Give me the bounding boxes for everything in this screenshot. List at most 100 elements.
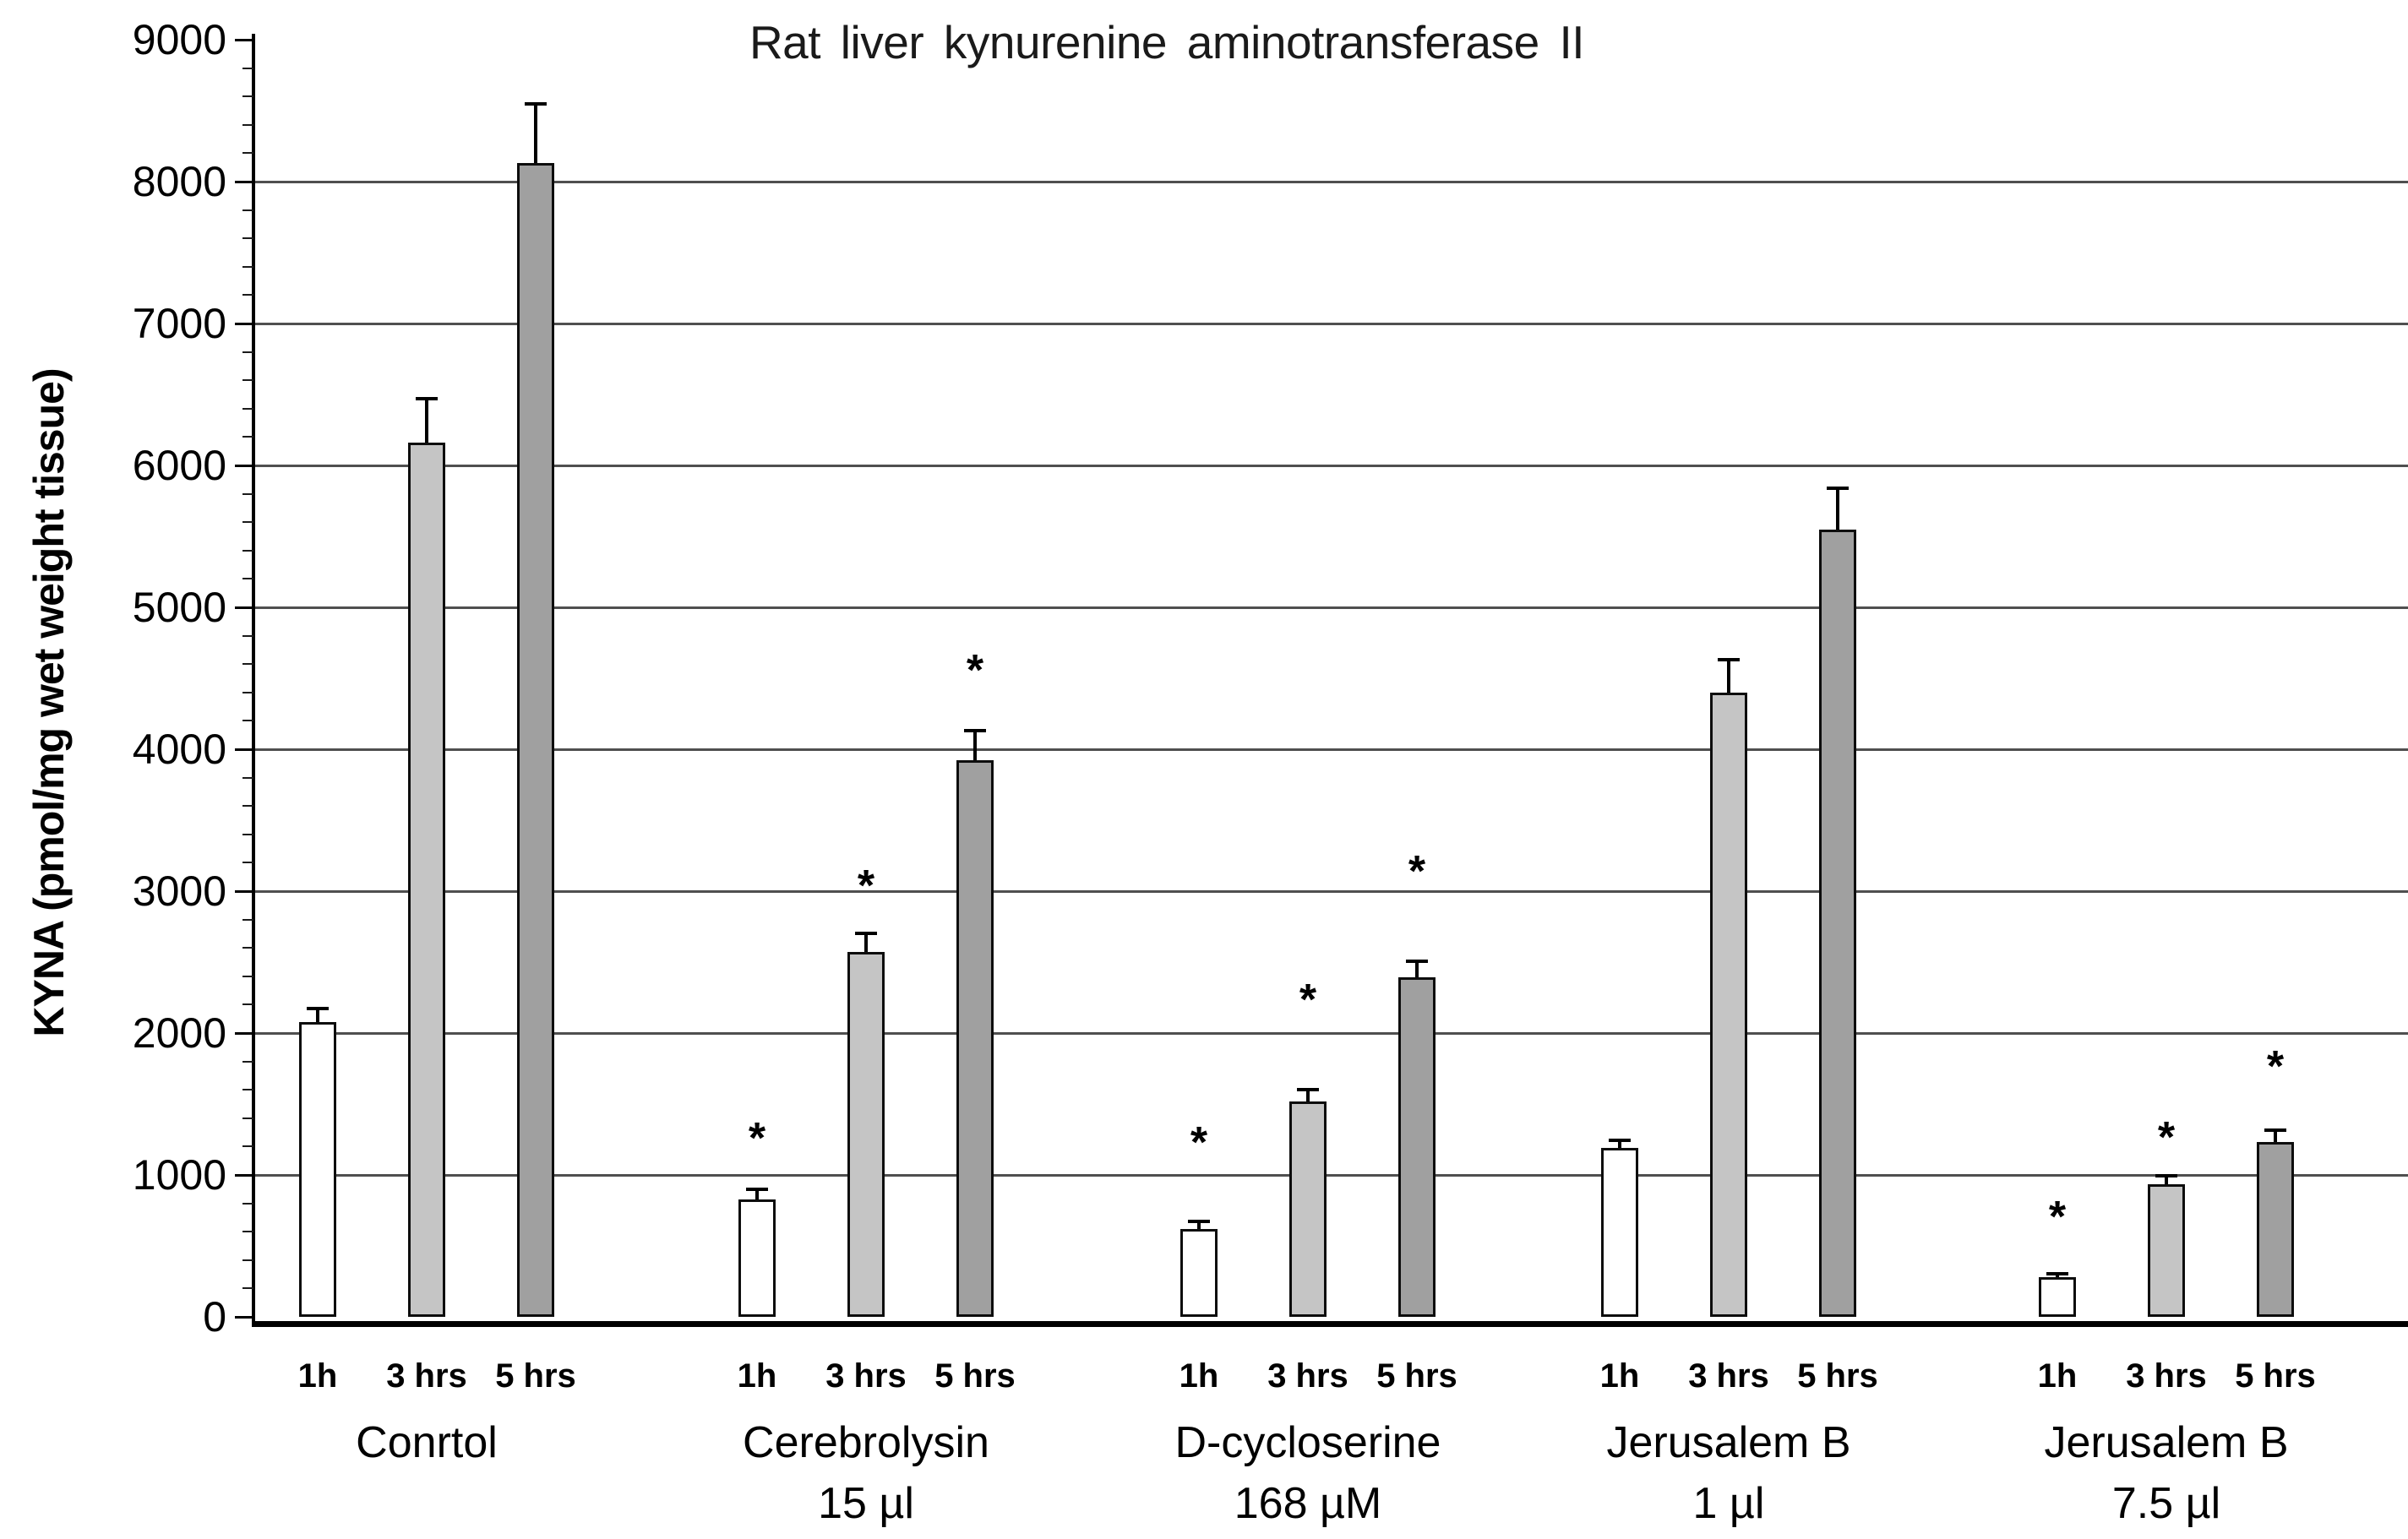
error-bar	[864, 933, 868, 953]
y-axis-major-tick	[235, 323, 253, 325]
y-axis-line	[252, 34, 255, 1327]
y-axis-minor-tick	[242, 1089, 253, 1091]
error-bar	[534, 103, 537, 164]
y-gridline	[253, 323, 2408, 325]
y-axis-minor-tick	[242, 578, 253, 580]
y-axis-minor-tick	[242, 862, 253, 864]
bar-3hrs-d-cycloserine	[1289, 1101, 1327, 1317]
y-axis-major-tick	[235, 181, 253, 183]
significance-asterisk: *	[2266, 1041, 2285, 1091]
y-axis-minor-tick	[242, 1117, 253, 1119]
x-tick-label-5hrs: 5 hrs	[934, 1357, 1016, 1395]
y-axis-major-tick	[235, 606, 253, 609]
y-axis-minor-tick	[242, 947, 253, 949]
significance-asterisk: *	[748, 1114, 766, 1164]
bar-5hrs-jerusalem-b	[2257, 1141, 2294, 1317]
error-bar	[2274, 1130, 2277, 1142]
x-axis-line	[252, 1321, 2408, 1327]
y-tick-label: 9000	[132, 16, 226, 63]
group-dose-label: 15 µl	[818, 1479, 914, 1528]
group-label: Jerusalem B	[2044, 1418, 2289, 1467]
y-gridline	[253, 181, 2408, 183]
y-tick-label: 4000	[132, 726, 226, 773]
x-tick-label-3hrs: 3 hrs	[1688, 1357, 1769, 1395]
error-bar	[755, 1188, 759, 1199]
group-label: D-cycloserine	[1174, 1418, 1441, 1467]
error-bar	[2056, 1273, 2059, 1277]
error-bar	[1618, 1139, 1621, 1149]
y-axis-minor-tick	[242, 1287, 253, 1290]
x-tick-label-3hrs: 3 hrs	[386, 1357, 467, 1395]
error-bar-cap	[1718, 658, 1740, 662]
error-bar	[973, 731, 977, 761]
significance-asterisk: *	[966, 645, 984, 695]
y-axis-minor-tick	[242, 436, 253, 438]
significance-asterisk: *	[2157, 1112, 2176, 1162]
y-gridline	[253, 1032, 2408, 1035]
y-axis-minor-tick	[242, 521, 253, 524]
y-axis-minor-tick	[242, 209, 253, 211]
y-axis-minor-tick	[242, 95, 253, 98]
y-axis-minor-tick	[242, 805, 253, 808]
x-tick-label-1h: 1h	[1599, 1357, 1640, 1395]
x-tick-label-3hrs: 3 hrs	[2126, 1357, 2207, 1395]
error-bar	[1836, 487, 1839, 530]
x-tick-label-1h: 1h	[297, 1357, 338, 1395]
error-bar	[1415, 961, 1419, 978]
bar-5hrs-cerebrolysin	[956, 760, 994, 1317]
bar-1h-conrtol	[299, 1021, 336, 1317]
bar-5hrs-conrtol	[517, 163, 554, 1317]
significance-asterisk: *	[2048, 1192, 2067, 1242]
bar-1h-jerusalem-b	[2039, 1276, 2076, 1317]
y-axis-minor-tick	[242, 265, 253, 268]
y-axis-minor-tick	[242, 691, 253, 693]
x-tick-label-1h: 1h	[1179, 1357, 1219, 1395]
y-axis-major-tick	[235, 748, 253, 751]
y-axis-minor-tick	[242, 237, 253, 240]
error-bar	[425, 399, 428, 443]
y-gridline	[253, 1174, 2408, 1177]
y-gridline	[253, 606, 2408, 609]
y-tick-label: 1000	[132, 1151, 226, 1199]
bar-5hrs-jerusalem-b	[1819, 529, 1856, 1317]
y-gridline	[253, 890, 2408, 893]
error-bar	[2165, 1175, 2168, 1184]
x-tick-label-1h: 1h	[737, 1357, 777, 1395]
y-axis-minor-tick	[242, 152, 253, 155]
y-axis-major-tick	[235, 465, 253, 467]
y-tick-label: 2000	[132, 1009, 226, 1057]
error-bar-cap	[1827, 486, 1849, 490]
significance-asterisk: *	[1408, 847, 1426, 897]
y-axis-minor-tick	[242, 549, 253, 552]
y-axis-minor-tick	[242, 294, 253, 296]
group-label: Conrtol	[356, 1418, 498, 1467]
bar-1h-cerebrolysin	[738, 1199, 776, 1317]
error-bar-cap	[416, 397, 438, 401]
y-axis-major-tick	[235, 890, 253, 893]
error-bar-cap	[2046, 1271, 2068, 1275]
bar-1h-jerusalem-b	[1601, 1148, 1638, 1317]
significance-asterisk: *	[857, 862, 875, 911]
y-axis-minor-tick	[242, 123, 253, 126]
y-axis-minor-tick	[242, 351, 253, 353]
x-tick-label-5hrs: 5 hrs	[2235, 1357, 2316, 1395]
y-axis-minor-tick	[242, 720, 253, 722]
bar-3hrs-conrtol	[408, 443, 445, 1317]
y-axis-minor-tick	[242, 634, 253, 637]
y-axis-major-tick	[235, 1174, 253, 1177]
error-bar	[1306, 1090, 1310, 1101]
group-label: Cerebrolysin	[743, 1418, 989, 1467]
error-bar-cap	[1406, 960, 1428, 964]
error-bar	[1727, 660, 1730, 693]
group-dose-label: 7.5 µl	[2111, 1479, 2221, 1528]
bar-3hrs-cerebrolysin	[847, 952, 885, 1317]
error-bar	[316, 1009, 319, 1022]
y-axis-minor-tick	[242, 1145, 253, 1148]
y-axis-minor-tick	[242, 776, 253, 779]
error-bar-cap	[855, 931, 877, 935]
error-bar-cap	[2155, 1173, 2177, 1177]
x-tick-label-1h: 1h	[2037, 1357, 2078, 1395]
y-tick-label: 3000	[132, 867, 226, 915]
y-axis-minor-tick	[242, 1231, 253, 1233]
